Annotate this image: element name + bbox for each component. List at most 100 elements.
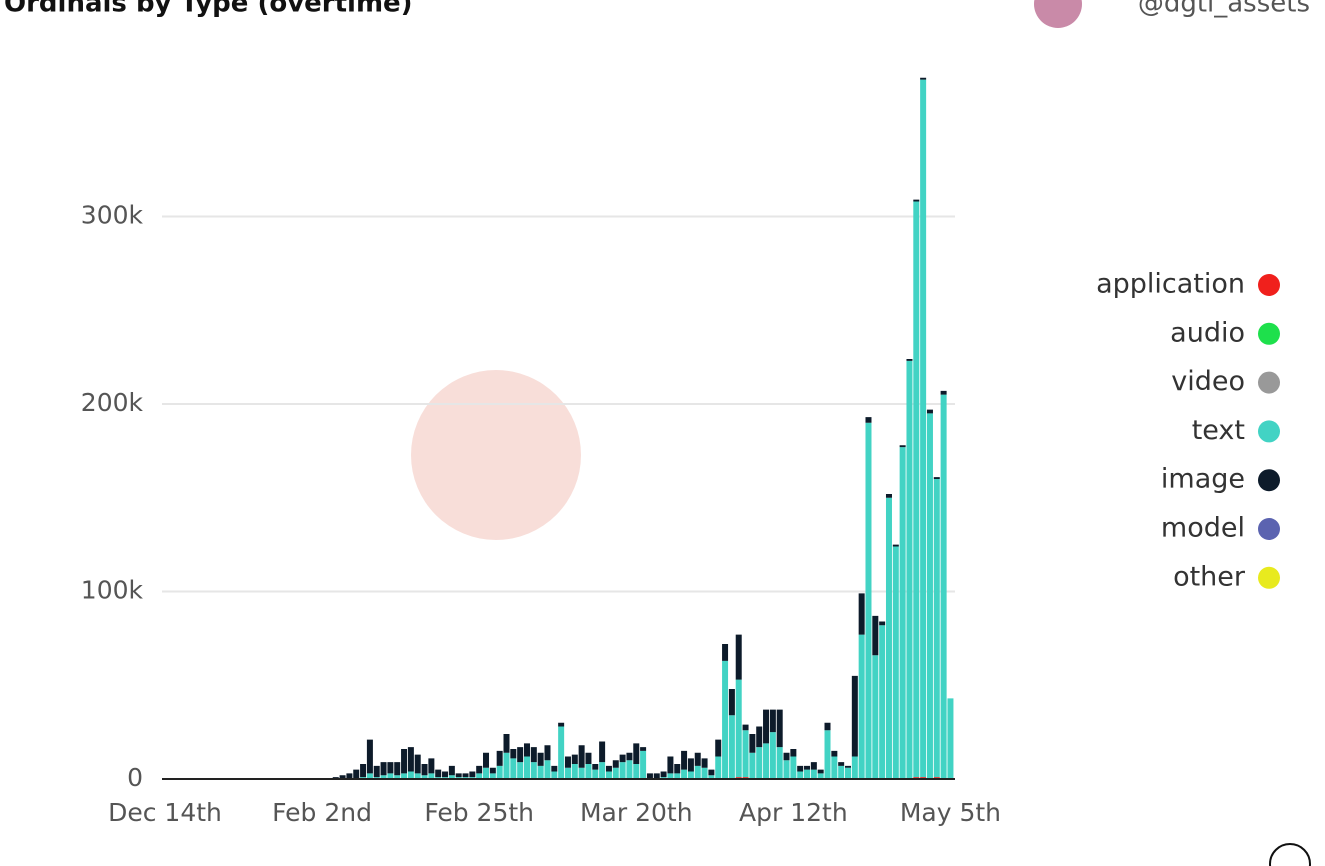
bar-segment <box>776 747 783 779</box>
bar-segment <box>414 754 421 774</box>
bar-segment <box>503 752 510 779</box>
bar-segment <box>831 756 838 779</box>
bar-segment <box>640 747 647 751</box>
bar-segment <box>455 773 462 778</box>
bar-segment <box>517 747 524 763</box>
bar-segment <box>906 359 913 361</box>
bar-segment <box>742 730 749 778</box>
bar-segment <box>701 758 708 768</box>
bar-segment <box>653 773 660 779</box>
bar-segment <box>339 775 346 779</box>
bar-segment <box>564 756 571 768</box>
bar-segment <box>558 726 565 779</box>
bar-segment <box>428 758 435 774</box>
bar-segment <box>892 544 899 547</box>
bar-segment <box>708 769 715 776</box>
bar-segment <box>428 773 435 779</box>
x-tick-label: May 5th <box>900 798 1001 827</box>
bar-segment <box>769 732 776 779</box>
bar-segment <box>674 773 681 779</box>
bar-segment <box>947 698 954 779</box>
y-tick-label: 100k <box>81 576 144 605</box>
bar-segment <box>544 760 551 779</box>
bar-segment <box>517 762 524 779</box>
watermark <box>411 370 581 540</box>
bar-segment <box>380 762 387 776</box>
bar-segment <box>510 758 517 779</box>
legend-label: image <box>1161 464 1245 495</box>
bar-segment <box>401 749 408 774</box>
bar-segment <box>626 752 633 761</box>
bar-segment <box>571 754 578 764</box>
bar-segment <box>523 756 530 779</box>
bar-segment <box>872 615 879 656</box>
bar-segment <box>810 769 817 779</box>
bar-segment <box>366 739 373 774</box>
author: @dgtl_assets <box>1138 0 1310 19</box>
y-tick-label: 200k <box>81 388 144 417</box>
chart-title: Ordinals by Type (overtime) <box>4 0 413 19</box>
bar-segment <box>633 764 640 779</box>
bar-segment <box>722 644 729 661</box>
legend-label: text <box>1192 415 1245 446</box>
bar-segment <box>687 758 694 772</box>
bar-segment <box>421 775 428 779</box>
bar-segment <box>749 734 756 753</box>
bar-segment <box>462 773 469 778</box>
bar-segment <box>783 760 790 779</box>
bar-segment <box>387 762 394 774</box>
bar-segment <box>448 775 455 779</box>
bar-segment <box>360 764 367 778</box>
bar-segment <box>353 769 360 779</box>
bar-segment <box>920 79 927 778</box>
legend-swatch <box>1258 566 1280 589</box>
bar-segment <box>913 201 920 778</box>
bar-segment <box>831 750 838 757</box>
bar-segment <box>407 771 414 779</box>
bar-segment <box>920 77 927 80</box>
bar-segment <box>489 767 496 774</box>
bar-segment <box>797 771 804 779</box>
bar-segment <box>722 660 729 779</box>
bar-segment <box>858 593 865 635</box>
bar-segment <box>933 479 940 778</box>
legend-label: video <box>1171 366 1245 397</box>
bar-segment <box>933 477 940 479</box>
bar-segment <box>564 767 571 779</box>
bar-segment <box>940 394 947 779</box>
bar-segment <box>879 625 886 779</box>
y-tick-label: 300k <box>81 201 144 230</box>
bar-segment <box>899 447 906 779</box>
bar-segment <box>926 409 933 414</box>
check-icon[interactable] <box>1269 843 1311 866</box>
legend-swatch <box>1258 420 1280 443</box>
bar-segment <box>346 773 353 779</box>
legend-label: model <box>1161 513 1245 544</box>
bar-segment <box>612 767 619 779</box>
bar-segment <box>681 750 688 770</box>
bar-segment <box>605 771 612 779</box>
bar-segment <box>592 764 599 770</box>
bar-segment <box>510 749 517 759</box>
bar-segment <box>674 764 681 774</box>
bar-segment <box>537 752 544 766</box>
bar-segment <box>681 769 688 779</box>
bar-segment <box>592 769 599 779</box>
bar-segment <box>817 769 824 774</box>
bar-segment <box>885 494 892 498</box>
bar-segment <box>578 767 585 779</box>
bar-segment <box>838 762 845 766</box>
bar-segment <box>496 750 503 766</box>
x-tick-label: Dec 14th <box>108 798 222 827</box>
bar-segment <box>879 621 886 626</box>
bar-segment <box>797 765 804 772</box>
bar-segment <box>523 743 530 757</box>
legend-swatch <box>1258 322 1280 345</box>
bar-segment <box>407 747 414 772</box>
x-tick-label: Feb 25th <box>424 798 534 827</box>
bar-segment <box>619 762 626 779</box>
bar-segment <box>476 773 483 779</box>
bar-segment <box>585 752 592 764</box>
y-tick-label: 0 <box>127 763 143 792</box>
